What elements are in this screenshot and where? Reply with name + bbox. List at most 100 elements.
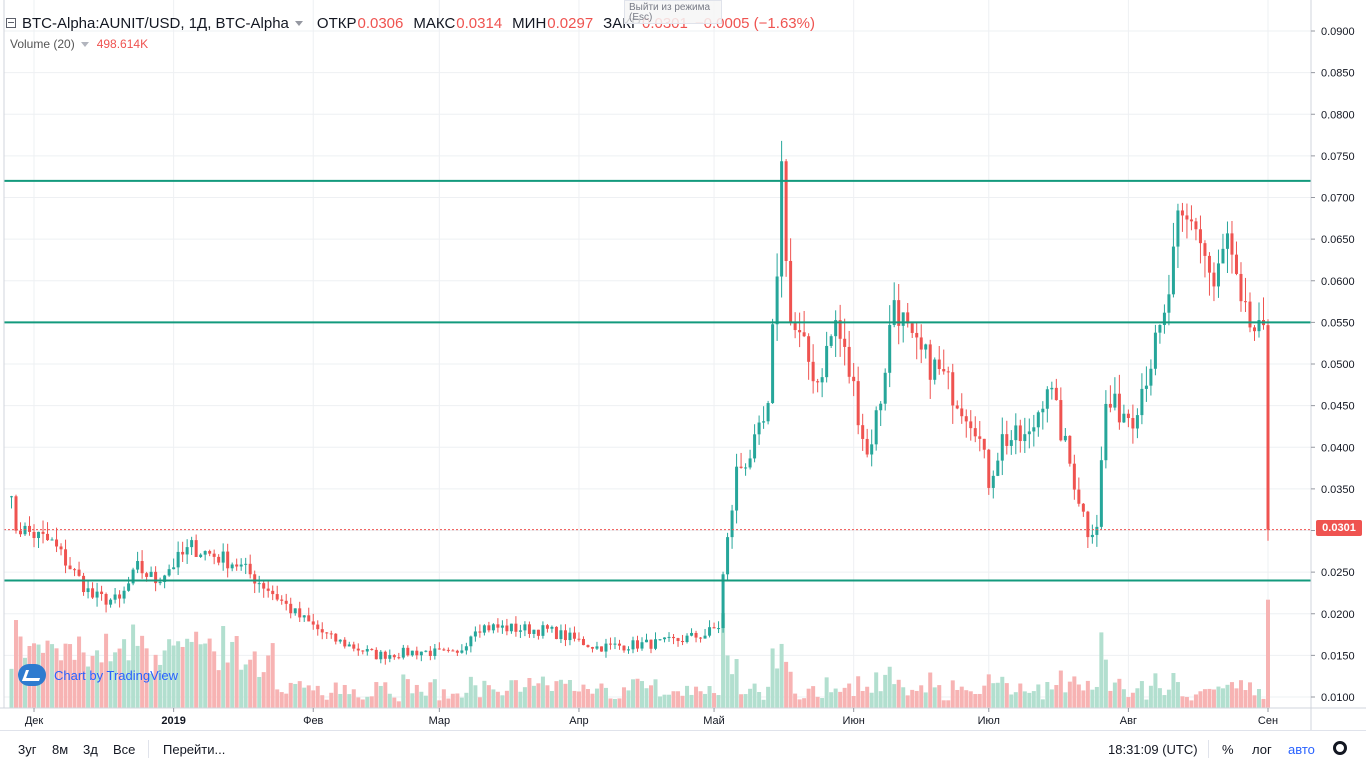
volume-bar: [1207, 688, 1212, 708]
volume-bar: [676, 691, 681, 708]
candle-body: [1158, 324, 1162, 333]
candle-body: [383, 651, 387, 659]
candle-body: [59, 546, 63, 550]
auto-scale-toggle[interactable]: авто: [1288, 742, 1315, 757]
candle-body: [91, 588, 95, 598]
volume-bar: [428, 682, 433, 708]
range-all-button[interactable]: Все: [113, 742, 136, 757]
volume-bar: [419, 691, 424, 708]
volume-bar: [1054, 685, 1059, 708]
volume-bar: [1243, 690, 1248, 708]
candle-body: [955, 405, 959, 409]
volume-bar: [829, 692, 834, 708]
volume-bar: [198, 644, 203, 708]
candle-body: [478, 631, 482, 633]
toolbar-divider: [1208, 740, 1209, 758]
candle-body: [1252, 327, 1256, 332]
volume-bar: [599, 683, 604, 708]
volume-bar: [914, 690, 919, 708]
candle-body: [1086, 511, 1090, 538]
volume-bar: [468, 676, 473, 708]
volume-bar: [788, 671, 793, 708]
percent-scale-toggle[interactable]: %: [1222, 742, 1234, 757]
candle-body: [532, 629, 536, 634]
volume-bar: [81, 652, 86, 708]
volume-bar: [410, 693, 415, 708]
candle-body: [275, 594, 279, 600]
volume-label[interactable]: Volume (20): [10, 37, 75, 51]
volume-bar: [779, 643, 784, 708]
candle-body: [1036, 412, 1040, 428]
volume-bar: [932, 687, 937, 708]
volume-bar: [432, 679, 437, 708]
volume-bar: [1009, 694, 1014, 708]
chevron-down-icon[interactable]: [294, 20, 303, 26]
volume-bar: [995, 682, 1000, 708]
candle-body: [550, 626, 554, 629]
candle-body: [784, 161, 788, 261]
tradingview-watermark[interactable]: Chart by TradingView: [18, 664, 178, 686]
log-scale-toggle[interactable]: лог: [1252, 742, 1272, 757]
volume-bar: [95, 650, 100, 708]
symbol-title[interactable]: BTC-Alpha:AUNIT/USD, 1Д, BTC-Alpha: [22, 14, 289, 32]
candle-body: [748, 458, 752, 468]
volume-bar: [387, 693, 392, 708]
volume-bar: [131, 624, 136, 708]
volume-bar: [477, 697, 482, 708]
volume-bar: [1018, 683, 1023, 708]
candle-body: [676, 638, 680, 642]
candle-body: [672, 636, 676, 639]
exit-fullscreen-tooltip[interactable]: Выйти из режима (Esc): [624, 0, 722, 24]
volume-bar: [167, 639, 172, 708]
candle-body: [194, 540, 198, 557]
candle-body: [1081, 503, 1085, 512]
candle-body: [329, 633, 333, 635]
range-3y-button[interactable]: 3уг: [18, 742, 37, 757]
clock-display[interactable]: 18:31:09 (UTC): [1108, 742, 1198, 757]
volume-bar: [135, 645, 140, 708]
volume-bar: [734, 659, 739, 708]
volume-bar: [369, 696, 374, 708]
volume-bar: [1157, 688, 1162, 708]
candle-body: [19, 530, 23, 535]
price-chart[interactable]: 0.01000.01500.02000.02500.03000.03500.04…: [0, 0, 1366, 730]
volume-bar: [653, 679, 658, 708]
collapse-icon[interactable]: [6, 18, 16, 28]
volume-bar: [536, 683, 541, 708]
volume-bar: [495, 691, 500, 708]
candle-body: [1185, 215, 1189, 220]
candle-body: [946, 371, 950, 373]
candle-body: [1050, 387, 1054, 390]
volume-bar: [1058, 670, 1063, 708]
volume-bar: [612, 698, 617, 708]
chevron-down-icon[interactable]: [80, 41, 89, 47]
volume-bar: [356, 697, 361, 708]
candle-body: [352, 644, 356, 649]
volume-bar: [1153, 673, 1158, 708]
volume-bar: [14, 620, 19, 708]
volume-bar: [640, 681, 645, 708]
volume-bar: [1266, 599, 1270, 708]
volume-bar: [212, 651, 217, 708]
candle-body: [608, 643, 612, 645]
candle-body: [172, 567, 176, 570]
change-value: −0.0005 (−1.63%): [694, 14, 815, 32]
candle-body: [847, 346, 851, 377]
candle-body: [100, 591, 104, 595]
candle-body: [1072, 463, 1076, 490]
candle-body: [1144, 385, 1148, 389]
candle-body: [1167, 294, 1171, 313]
volume-bar: [824, 677, 829, 708]
range-3d-button[interactable]: 3д: [83, 742, 98, 757]
settings-gear-icon[interactable]: [1333, 741, 1347, 755]
candle-body: [1113, 393, 1117, 408]
volume-bar: [162, 650, 167, 708]
candle-body: [248, 563, 252, 575]
candle-body: [1198, 229, 1202, 244]
volume-bar: [572, 690, 577, 708]
volume-bar: [1049, 689, 1054, 708]
volume-bar: [1198, 691, 1203, 708]
candle-body: [838, 320, 842, 339]
range-8m-button[interactable]: 8м: [52, 742, 69, 757]
goto-date-button[interactable]: Перейти...: [163, 742, 226, 757]
